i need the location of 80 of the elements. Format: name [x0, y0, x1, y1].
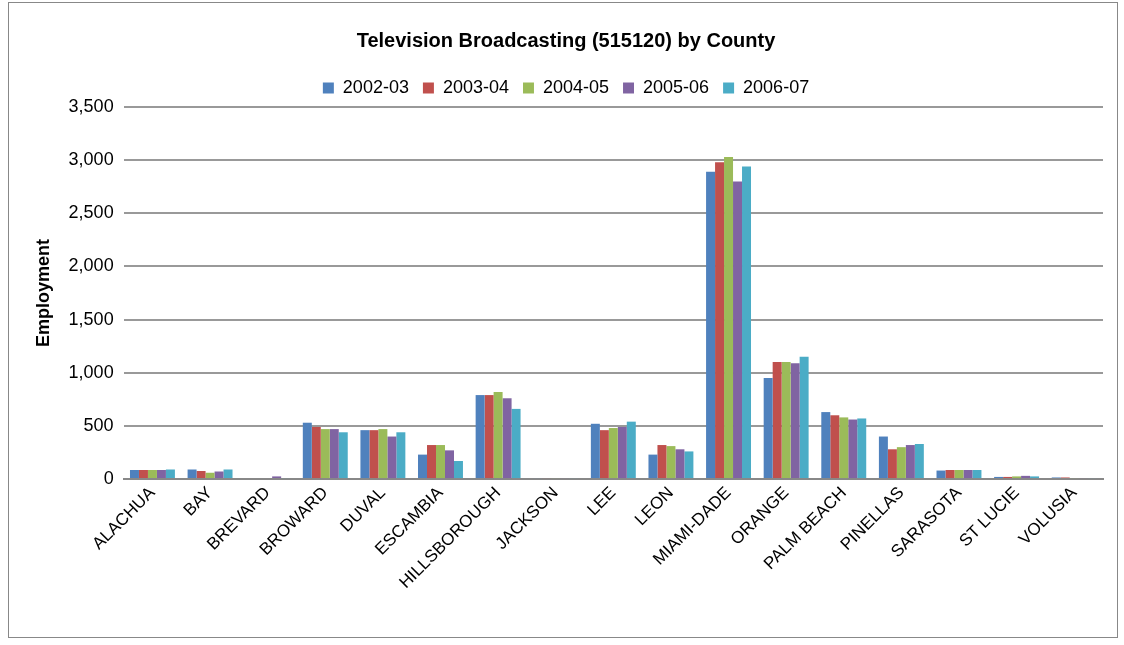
legend-label: 2005-06: [643, 76, 710, 97]
y-tick-label: 3,500: [68, 95, 114, 116]
legend-label: 2006-07: [743, 76, 810, 97]
y-axis-title: Employment: [32, 239, 53, 348]
bar: [156, 470, 166, 479]
bar: [129, 470, 139, 479]
bar: [715, 162, 725, 479]
bar: [493, 391, 503, 479]
bar: [599, 430, 609, 479]
bar: [205, 472, 215, 479]
bar: [954, 470, 964, 479]
bar: [196, 471, 206, 479]
bar: [626, 421, 636, 479]
bar: [608, 428, 618, 479]
y-tick-label: 500: [83, 414, 114, 435]
bar: [666, 446, 676, 479]
y-tick-label: 3,000: [68, 149, 114, 170]
bar: [369, 430, 379, 479]
legend-label: 2002-03: [342, 76, 409, 97]
bar: [848, 419, 858, 479]
bar: [790, 363, 800, 479]
y-tick-label: 2,500: [68, 202, 114, 223]
bar: [963, 470, 973, 479]
legend-label: 2004-05: [542, 76, 610, 97]
bar: [839, 417, 849, 479]
bar: [475, 395, 485, 479]
bar: [453, 460, 463, 479]
bar: [945, 470, 955, 479]
bar: [396, 432, 406, 479]
bar: [972, 470, 982, 479]
bar: [617, 426, 627, 479]
bar: [223, 469, 233, 479]
y-tick-label: 1,500: [68, 308, 114, 329]
bar: [187, 469, 197, 479]
bar: [436, 445, 445, 479]
bar: [772, 362, 782, 479]
bar: [799, 356, 809, 479]
bar: [378, 429, 388, 479]
bar: [444, 450, 454, 479]
legend-label: 2003-04: [442, 76, 509, 97]
bar: [706, 171, 716, 479]
bar: [914, 443, 924, 479]
bar: [214, 471, 224, 479]
bar: [905, 445, 915, 479]
bar: [657, 445, 667, 479]
bar: [418, 454, 428, 479]
bar: [887, 449, 897, 479]
bar: [502, 398, 512, 479]
bar: [648, 454, 658, 479]
bar: [165, 469, 175, 479]
y-tick-label: 0: [103, 468, 114, 489]
bar: [484, 395, 494, 479]
bar: [147, 470, 157, 479]
bar: [675, 449, 685, 479]
bar: [742, 166, 752, 479]
bar: [684, 451, 694, 479]
bar: [733, 181, 743, 479]
bar: [821, 412, 831, 479]
y-tick-label: 1,000: [68, 361, 114, 382]
bar: [511, 408, 521, 479]
bar: [763, 378, 773, 479]
bar: [878, 436, 888, 479]
bar: [329, 429, 339, 479]
bar: [311, 426, 321, 479]
bar: [427, 445, 436, 479]
y-tick-label: 2,000: [68, 255, 114, 276]
bar: [138, 470, 148, 479]
bar: [830, 415, 840, 479]
bar: [387, 436, 397, 479]
bar: [338, 432, 348, 479]
bar: [320, 429, 330, 479]
bar: [896, 447, 906, 479]
bar: [360, 430, 370, 479]
bar: [857, 418, 867, 479]
bar: [302, 422, 312, 479]
bar: [590, 423, 600, 479]
bar: [781, 362, 791, 479]
bar: [724, 156, 734, 479]
chart-title: Television Broadcasting (515120) by County: [356, 28, 777, 51]
bar: [1021, 475, 1031, 479]
